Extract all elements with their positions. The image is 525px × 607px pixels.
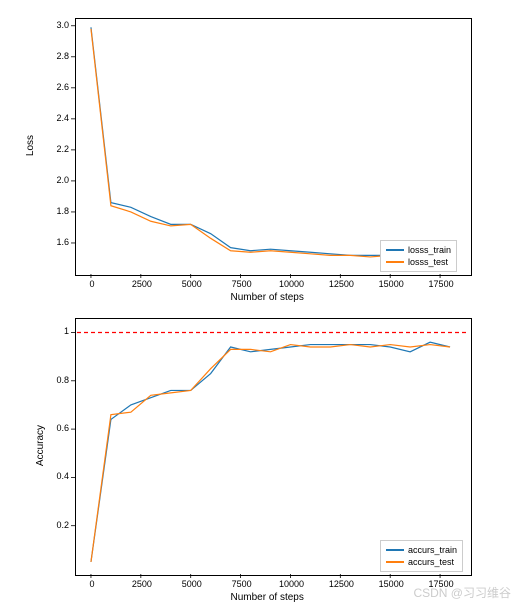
xtick-label: 5000 (177, 579, 207, 589)
ytick-label: 2.6 (56, 82, 69, 92)
ytick-label: 0.4 (56, 471, 69, 481)
ytick-label: 2.8 (56, 51, 69, 61)
ytick-label: 3.0 (56, 20, 69, 30)
ytick-label: 2.0 (56, 175, 69, 185)
legend-item: accurs_test (386, 556, 457, 568)
legend-label: accurs_test (408, 557, 454, 567)
xtick-label: 10000 (276, 279, 306, 289)
ytick-label: 2.4 (56, 113, 69, 123)
ytick-label: 1.6 (56, 237, 69, 247)
ytick-label: 0.2 (56, 520, 69, 530)
ytick-label: 0.8 (56, 375, 69, 385)
ytick-label: 2.2 (56, 144, 69, 154)
accuracy-chart-ylabel: Accuracy (35, 425, 46, 466)
xtick-label: 2500 (127, 279, 157, 289)
ytick-label: 1 (64, 326, 69, 336)
legend-item: accurs_train (386, 544, 457, 556)
xtick-label: 17500 (426, 579, 456, 589)
xtick-label: 12500 (326, 279, 356, 289)
legend-label: accurs_train (408, 545, 457, 555)
xtick-label: 2500 (127, 579, 157, 589)
xtick-label: 15000 (376, 579, 406, 589)
xtick-label: 7500 (227, 279, 257, 289)
xtick-label: 15000 (376, 279, 406, 289)
accuracy-chart-xlabel: Number of steps (231, 592, 304, 603)
xtick-label: 10000 (276, 579, 306, 589)
legend-line-icon (386, 549, 404, 551)
xtick-label: 0 (77, 579, 107, 589)
ytick-label: 0.6 (56, 423, 69, 433)
xtick-label: 5000 (177, 279, 207, 289)
xtick-label: 7500 (227, 579, 257, 589)
legend-line-icon (386, 561, 404, 563)
xtick-label: 0 (77, 279, 107, 289)
accuracy-chart-svg (0, 0, 525, 607)
xtick-label: 17500 (426, 279, 456, 289)
ytick-label: 1.8 (56, 206, 69, 216)
xtick-label: 12500 (326, 579, 356, 589)
accuracy-chart-legend: accurs_train accurs_test (380, 540, 463, 572)
